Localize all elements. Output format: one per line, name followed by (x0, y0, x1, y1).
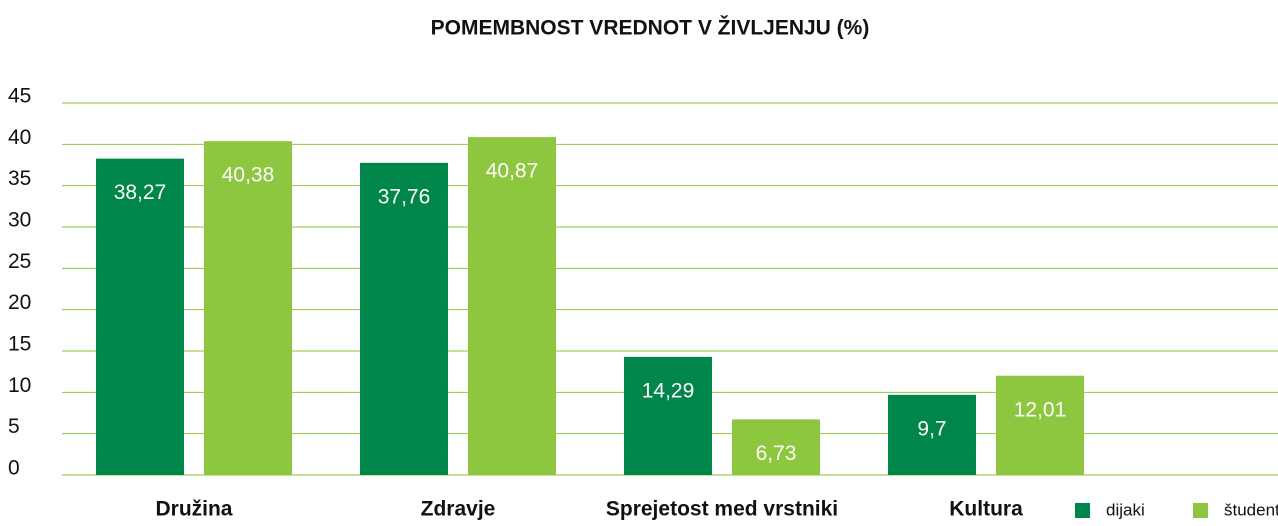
y-tick-label: 10 (8, 374, 31, 397)
x-tick-label: Kultura (949, 498, 1023, 521)
value-label: 38,27 (114, 181, 167, 204)
y-tick-label: 35 (8, 167, 31, 190)
bar (996, 375, 1084, 475)
bar (732, 419, 820, 475)
bar (204, 141, 292, 475)
bar (468, 137, 556, 475)
y-tick-label: 20 (8, 291, 31, 314)
legend-label: dijaki (1106, 500, 1145, 519)
value-label: 6,73 (756, 442, 797, 465)
legend-label: študenti (1224, 500, 1278, 519)
x-tick-label: Družina (155, 498, 232, 521)
value-label: 9,7 (917, 417, 946, 440)
value-label: 12,01 (1014, 398, 1067, 421)
value-label: 40,87 (486, 160, 539, 183)
y-tick-label: 30 (8, 209, 31, 232)
y-tick-label: 0 (8, 457, 20, 480)
y-tick-label: 5 (8, 415, 20, 438)
bar (360, 162, 448, 476)
y-tick-label: 45 (8, 85, 31, 108)
chart-title: POMEMBNOST VREDNOT V ŽIVLJENJU (%) (431, 16, 870, 40)
x-tick-label: Zdravje (421, 498, 496, 521)
y-tick-label: 15 (8, 333, 31, 356)
value-label: 37,76 (378, 185, 431, 208)
legend-swatch (1075, 503, 1090, 518)
y-tick-label: 40 (8, 126, 31, 149)
y-tick-label: 25 (8, 250, 31, 273)
x-tick-label: Sprejetost med vrstniki (606, 498, 838, 521)
bar (624, 356, 712, 475)
bar (888, 394, 976, 475)
bar (96, 158, 184, 475)
legend-swatch (1193, 503, 1208, 518)
value-label: 40,38 (222, 164, 275, 187)
value-label: 14,29 (642, 379, 695, 402)
